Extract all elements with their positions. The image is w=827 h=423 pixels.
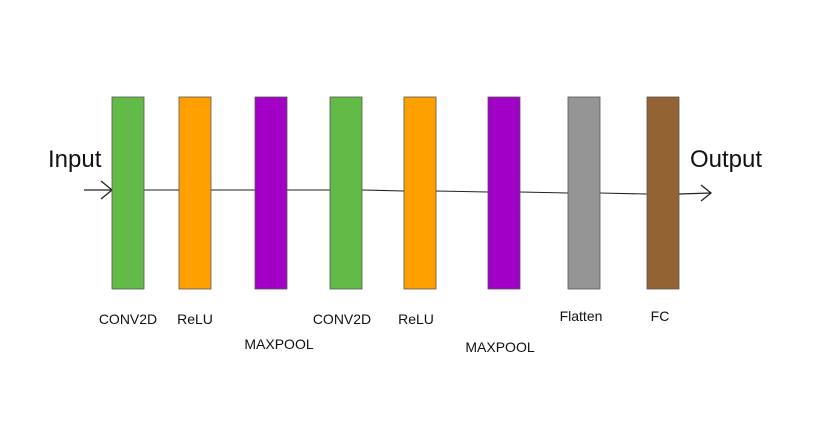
layer-block-conv2d-1	[111, 96, 145, 290]
layer-label-conv2d-1: CONV2D	[98, 311, 158, 327]
layer-block-maxpool-2	[487, 96, 521, 290]
connector-relu-2-to-maxpool-2	[435, 190, 489, 193]
input-label: Input	[48, 146, 102, 173]
layer-label-maxpool-1: MAXPOOL	[244, 336, 314, 352]
layer-block-conv2d-2	[329, 96, 363, 290]
layer-block-maxpool-1	[254, 96, 288, 290]
connector-maxpool-2-to-flatten	[519, 191, 569, 194]
layer-block-fc	[646, 96, 680, 290]
layer-label-relu-1: ReLU	[177, 311, 213, 327]
layer-block-relu-2	[403, 96, 437, 290]
connector-flatten-to-fc	[599, 192, 648, 195]
output-arrow-line	[678, 192, 712, 195]
layer-block-relu-1	[178, 96, 212, 290]
layer-blocks	[111, 96, 680, 290]
connector-lines	[84, 180, 713, 202]
connector-conv2d-2-to-relu-2	[361, 189, 405, 192]
layer-label-relu-2: ReLU	[398, 311, 434, 327]
output-label: Output	[690, 146, 763, 173]
output-arrow-head-icon	[700, 184, 713, 202]
layer-label-conv2d-2: CONV2D	[312, 311, 372, 327]
layer-block-flatten	[567, 96, 601, 290]
layer-label-maxpool-2: MAXPOOL	[465, 339, 535, 355]
layer-label-fc: FC	[650, 308, 670, 324]
layer-label-flatten: Flatten	[559, 308, 603, 324]
